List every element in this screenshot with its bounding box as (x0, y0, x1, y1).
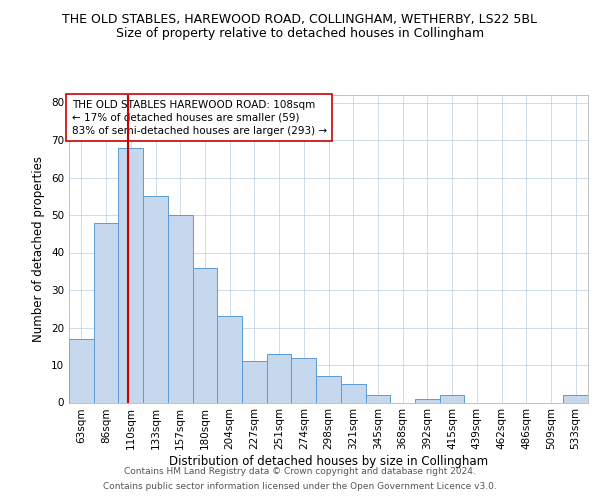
Bar (143, 196, 168, 402)
Bar (365, 395, 390, 402)
Bar (341, 384, 365, 402)
Text: THE OLD STABLES, HAREWOOD ROAD, COLLINGHAM, WETHERBY, LS22 5BL: THE OLD STABLES, HAREWOOD ROAD, COLLINGH… (62, 12, 538, 26)
Bar (118, 148, 143, 402)
Bar (217, 316, 242, 402)
Text: THE OLD STABLES HAREWOOD ROAD: 108sqm
← 17% of detached houses are smaller (59)
: THE OLD STABLES HAREWOOD ROAD: 108sqm ← … (71, 100, 327, 136)
Bar (440, 395, 464, 402)
Bar (69, 339, 94, 402)
Bar (267, 354, 292, 403)
Bar (94, 222, 118, 402)
Bar (316, 376, 341, 402)
Bar (242, 361, 267, 403)
Bar (415, 399, 440, 402)
Text: Contains HM Land Registry data © Crown copyright and database right 2024.: Contains HM Land Registry data © Crown c… (124, 467, 476, 476)
Y-axis label: Number of detached properties: Number of detached properties (32, 156, 46, 342)
X-axis label: Distribution of detached houses by size in Collingham: Distribution of detached houses by size … (169, 455, 488, 468)
Bar (193, 268, 217, 402)
Text: Contains public sector information licensed under the Open Government Licence v3: Contains public sector information licen… (103, 482, 497, 491)
Bar (563, 395, 588, 402)
Text: Size of property relative to detached houses in Collingham: Size of property relative to detached ho… (116, 28, 484, 40)
Bar (168, 215, 193, 402)
Bar (292, 358, 316, 403)
